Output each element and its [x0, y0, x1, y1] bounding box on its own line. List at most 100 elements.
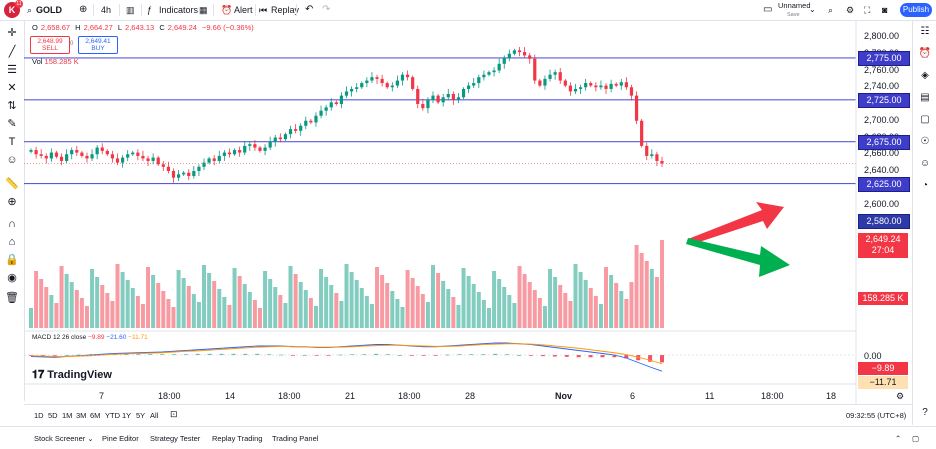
add-symbol-button[interactable]: ⊕	[79, 4, 88, 15]
range-button-3m[interactable]: 3M	[76, 411, 87, 420]
layers-icon[interactable]: ◈	[921, 70, 929, 81]
interval-selector[interactable]: 4h	[101, 5, 112, 15]
level-price-label[interactable]: 2,775.00	[858, 50, 910, 66]
axis-settings-icon[interactable]: ⚙	[896, 391, 905, 401]
magnet-icon[interactable]: ∩	[8, 218, 16, 230]
level-price-label[interactable]: 2,675.00	[858, 134, 910, 150]
notifications-icon[interactable]: ◔	[921, 180, 929, 191]
calendar-icon[interactable]: ▤	[920, 92, 930, 103]
volume-bar	[527, 282, 532, 328]
tab-strategy-tester[interactable]: Strategy Tester	[150, 434, 201, 443]
emoji-icon[interactable]: ☺	[6, 154, 18, 166]
tab-stock-screener[interactable]: Stock Screener ⌄	[34, 434, 94, 443]
macd-histogram-bar	[624, 355, 629, 359]
level-price-label[interactable]: 2,580.00	[858, 214, 910, 230]
lock-drawings-icon[interactable]: ⌂	[8, 236, 16, 248]
level-price-label[interactable]: 2,625.00	[858, 176, 910, 192]
prediction-icon[interactable]: ⇅	[7, 100, 17, 112]
volume-bar	[252, 300, 257, 328]
community-icon[interactable]: ☺	[919, 158, 931, 169]
alert-button[interactable]: Alert	[234, 5, 253, 15]
candle-body	[472, 83, 476, 86]
candle-body	[314, 115, 318, 123]
volume-bar	[49, 295, 54, 328]
range-button-1y[interactable]: 1Y	[122, 411, 132, 420]
visibility-icon[interactable]: ◉	[7, 272, 17, 284]
layout-name[interactable]: Unnamed	[778, 1, 811, 10]
fullscreen-icon[interactable]: ⛶	[864, 5, 871, 15]
zoom-icon[interactable]: ⊕	[7, 196, 17, 208]
volume-bar	[125, 280, 130, 328]
indicators-icon[interactable]: ƒ	[147, 5, 153, 15]
range-button-1m[interactable]: 1M	[62, 411, 73, 420]
clock[interactable]: 09:32:55 (UTC+8)	[846, 411, 907, 420]
templates-icon[interactable]: ▦	[199, 5, 208, 15]
trash-icon[interactable]: 🗑	[5, 292, 19, 304]
candle-body	[634, 95, 639, 121]
candle-body	[431, 95, 435, 100]
collapse-panel-icon[interactable]: ⌃	[895, 434, 902, 443]
macd-zero-label: 0.00	[864, 351, 882, 361]
symbol-name[interactable]: GOLD	[36, 5, 62, 15]
lock-icon[interactable]: 🔒	[5, 254, 19, 266]
search-icon[interactable]: ⌕	[27, 5, 33, 15]
volume-bar	[660, 240, 664, 328]
range-button-6m[interactable]: 6M	[90, 411, 101, 420]
replay-button[interactable]: Replay	[271, 5, 300, 15]
volume-bar	[146, 267, 151, 328]
volume-bar	[502, 287, 507, 328]
volume-bar	[431, 265, 436, 328]
maximize-panel-icon[interactable]: ▢	[912, 434, 920, 443]
ruler-icon[interactable]: 📏	[5, 178, 19, 190]
macd-histogram-bar	[29, 355, 33, 356]
range-button-ytd[interactable]: YTD	[105, 411, 120, 420]
settings-icon[interactable]: ⚙	[846, 5, 855, 15]
alerts-panel-icon[interactable]: ⏰	[918, 48, 932, 59]
macd-histogram-bar	[457, 354, 462, 356]
crosshair-icon[interactable]: ✛	[7, 27, 17, 39]
watchlist-icon[interactable]: ☷	[920, 26, 930, 37]
publish-button[interactable]: Publish	[900, 3, 932, 17]
snapshot-icon[interactable]: ◙	[882, 5, 888, 15]
indicators-button[interactable]: Indicators	[159, 5, 199, 15]
text-icon[interactable]: T	[8, 136, 16, 148]
redo-icon[interactable]: ↷	[322, 4, 331, 15]
candle-body	[517, 50, 522, 53]
sell-button[interactable]: 2,648.99 SELL	[30, 36, 70, 54]
level-price-label[interactable]: 2,725.00	[858, 92, 910, 108]
range-button-all[interactable]: All	[150, 411, 159, 420]
alert-icon[interactable]: ⏰	[221, 5, 233, 15]
macd-histogram-bar	[183, 354, 188, 356]
goto-date-icon[interactable]: ⊡	[170, 409, 178, 419]
chart-type-icon[interactable]: ▥	[126, 5, 135, 15]
candle-body	[278, 137, 282, 140]
time-tick: 18:00	[761, 391, 784, 401]
buy-button[interactable]: 2,649.41 BUY	[78, 36, 118, 54]
tab-trading-panel[interactable]: Trading Panel	[272, 434, 319, 443]
layout-icon[interactable]: ▭	[763, 4, 773, 15]
quick-search-icon[interactable]: ⌕	[828, 5, 834, 15]
drawing-toolbar: ✛ ╱ ☰ ✕ ⇅ ✎ T ☺ 📏 ⊕ ∩ ⌂ 🔒 ◉ 🗑	[0, 21, 25, 401]
brush-icon[interactable]: ✎	[7, 118, 17, 130]
range-button-5y[interactable]: 5Y	[136, 411, 146, 420]
replay-icon[interactable]: ⏮	[259, 5, 268, 15]
volume-bar	[308, 298, 313, 328]
range-button-1d[interactable]: 1D	[34, 411, 44, 420]
help-icon[interactable]: ?	[922, 407, 928, 418]
ideas-icon[interactable]: ☉	[920, 136, 930, 147]
chat-icon[interactable]: ▢	[920, 114, 930, 125]
layout-dropdown-icon[interactable]: ⌄	[809, 5, 816, 14]
fib-retracement-icon[interactable]: ☰	[7, 64, 17, 76]
range-button-5d[interactable]: 5D	[48, 411, 58, 420]
tab-replay-trading[interactable]: Replay Trading	[212, 434, 263, 443]
candle-body	[385, 83, 389, 88]
pattern-icon[interactable]: ✕	[7, 82, 17, 94]
trend-line-icon[interactable]: ╱	[8, 46, 16, 58]
volume-bar	[593, 296, 598, 328]
candle-body	[299, 125, 303, 131]
tab-pine-editor[interactable]: Pine Editor	[102, 434, 139, 443]
price-tick: 2,740.00	[864, 81, 900, 92]
volume-bar	[558, 285, 563, 328]
undo-icon[interactable]: ↶	[305, 4, 314, 15]
